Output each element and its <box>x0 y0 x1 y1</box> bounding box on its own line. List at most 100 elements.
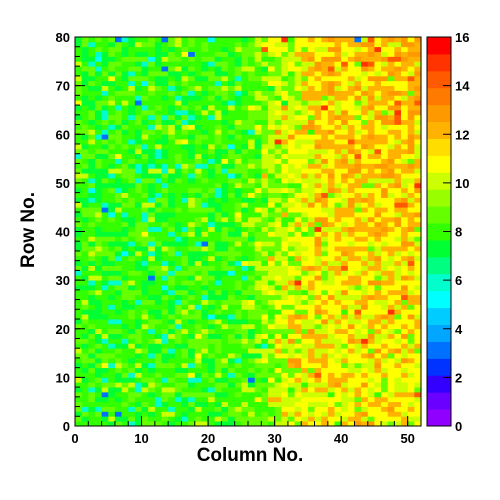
heatmap-cell <box>121 148 129 155</box>
heatmap-cell <box>208 105 216 111</box>
heatmap-cell <box>248 221 256 228</box>
heatmap-cell <box>307 377 315 383</box>
heatmap-cell <box>168 338 176 344</box>
heatmap-cell <box>301 255 309 262</box>
heatmap-cell <box>134 221 142 228</box>
heatmap-cell <box>281 216 289 223</box>
heatmap-cell <box>401 119 409 125</box>
heatmap-cell <box>334 343 342 349</box>
heatmap-cell <box>267 382 276 388</box>
heatmap-cell <box>414 221 422 228</box>
heatmap-cell <box>261 284 269 291</box>
heatmap-cell <box>234 148 242 155</box>
heatmap-cell <box>321 207 329 213</box>
x-tick-label: 30 <box>267 431 281 446</box>
heatmap-cell <box>274 71 282 77</box>
heatmap-cell <box>121 71 129 77</box>
heatmap-cell <box>134 343 142 349</box>
heatmap-cell <box>381 207 389 213</box>
heatmap-cell <box>281 202 289 208</box>
heatmap-cell <box>75 387 83 393</box>
heatmap-cell <box>214 221 222 228</box>
heatmap-cell <box>121 406 129 412</box>
heatmap-cell <box>287 280 295 286</box>
heatmap-cell <box>221 129 229 135</box>
heatmap-cell <box>134 109 142 116</box>
heatmap-cell <box>214 416 222 422</box>
heatmap-cell <box>88 353 96 359</box>
heatmap-cell <box>367 299 375 305</box>
heatmap-cell <box>194 153 202 159</box>
heatmap-cell <box>234 178 242 184</box>
heatmap-cell <box>267 197 276 203</box>
heatmap-cell <box>301 109 309 116</box>
heatmap-cell <box>101 114 109 121</box>
heatmap-cell <box>81 61 89 67</box>
heatmap-cell <box>194 66 202 72</box>
heatmap-cell <box>121 216 129 223</box>
heatmap-cell <box>88 382 96 388</box>
heatmap-cell <box>294 71 302 77</box>
heatmap-cell <box>154 270 162 276</box>
heatmap-cell <box>188 314 196 320</box>
heatmap-cell <box>241 51 249 57</box>
heatmap-cell <box>307 51 315 57</box>
heatmap-cell <box>261 250 269 257</box>
heatmap-cell <box>94 153 103 159</box>
heatmap-cell <box>281 362 289 369</box>
heatmap-cell <box>401 299 409 305</box>
heatmap-cell <box>108 338 116 344</box>
heatmap-cell <box>88 46 96 52</box>
heatmap-cell <box>161 343 169 349</box>
heatmap-cell <box>307 314 315 320</box>
heatmap-cell <box>154 158 162 164</box>
heatmap-cell <box>341 367 349 373</box>
heatmap-cell <box>208 37 216 43</box>
heatmap-cell <box>381 396 389 403</box>
heatmap-cell <box>341 387 349 393</box>
heatmap-cell <box>75 192 83 198</box>
heatmap-cell <box>108 289 116 296</box>
heatmap-cell <box>274 270 282 276</box>
heatmap-cell <box>188 367 196 373</box>
heatmap-cell <box>414 182 422 189</box>
heatmap-cell <box>254 197 262 203</box>
heatmap-cell <box>141 328 149 335</box>
heatmap-cell <box>121 289 129 296</box>
heatmap-cell <box>75 343 83 349</box>
heatmap-cell <box>281 61 289 67</box>
heatmap-cell <box>381 139 389 145</box>
heatmap-cell <box>81 265 89 271</box>
heatmap-cell <box>128 158 136 164</box>
heatmap-cell <box>194 343 202 349</box>
heatmap-cell <box>274 421 282 427</box>
heatmap-cell <box>307 221 315 228</box>
heatmap-cell <box>354 90 362 96</box>
heatmap-cell <box>94 148 103 155</box>
heatmap-cell <box>367 304 375 310</box>
colorbar-swatch <box>427 172 451 190</box>
heatmap-cell <box>134 314 142 320</box>
heatmap-cell <box>101 275 109 281</box>
heatmap-cell <box>128 221 136 228</box>
heatmap-cell <box>334 197 342 203</box>
heatmap-cell <box>161 51 169 57</box>
heatmap-cell <box>314 202 322 208</box>
heatmap-cell <box>128 153 136 159</box>
heatmap-cell <box>261 109 269 116</box>
heatmap-cell <box>414 246 422 252</box>
heatmap-cell <box>248 80 256 87</box>
heatmap-cell <box>407 333 415 339</box>
heatmap-cell <box>94 377 103 383</box>
heatmap-cell <box>128 178 136 184</box>
heatmap-cell <box>281 396 289 403</box>
heatmap-cell <box>134 202 142 208</box>
heatmap-cell <box>314 343 322 349</box>
heatmap-cell <box>314 391 322 398</box>
heatmap-cell <box>274 109 282 116</box>
heatmap-cell <box>254 314 262 320</box>
heatmap-cell <box>108 105 116 111</box>
heatmap-cell <box>327 178 335 184</box>
heatmap-cell <box>168 299 176 305</box>
heatmap-cell <box>134 377 142 383</box>
